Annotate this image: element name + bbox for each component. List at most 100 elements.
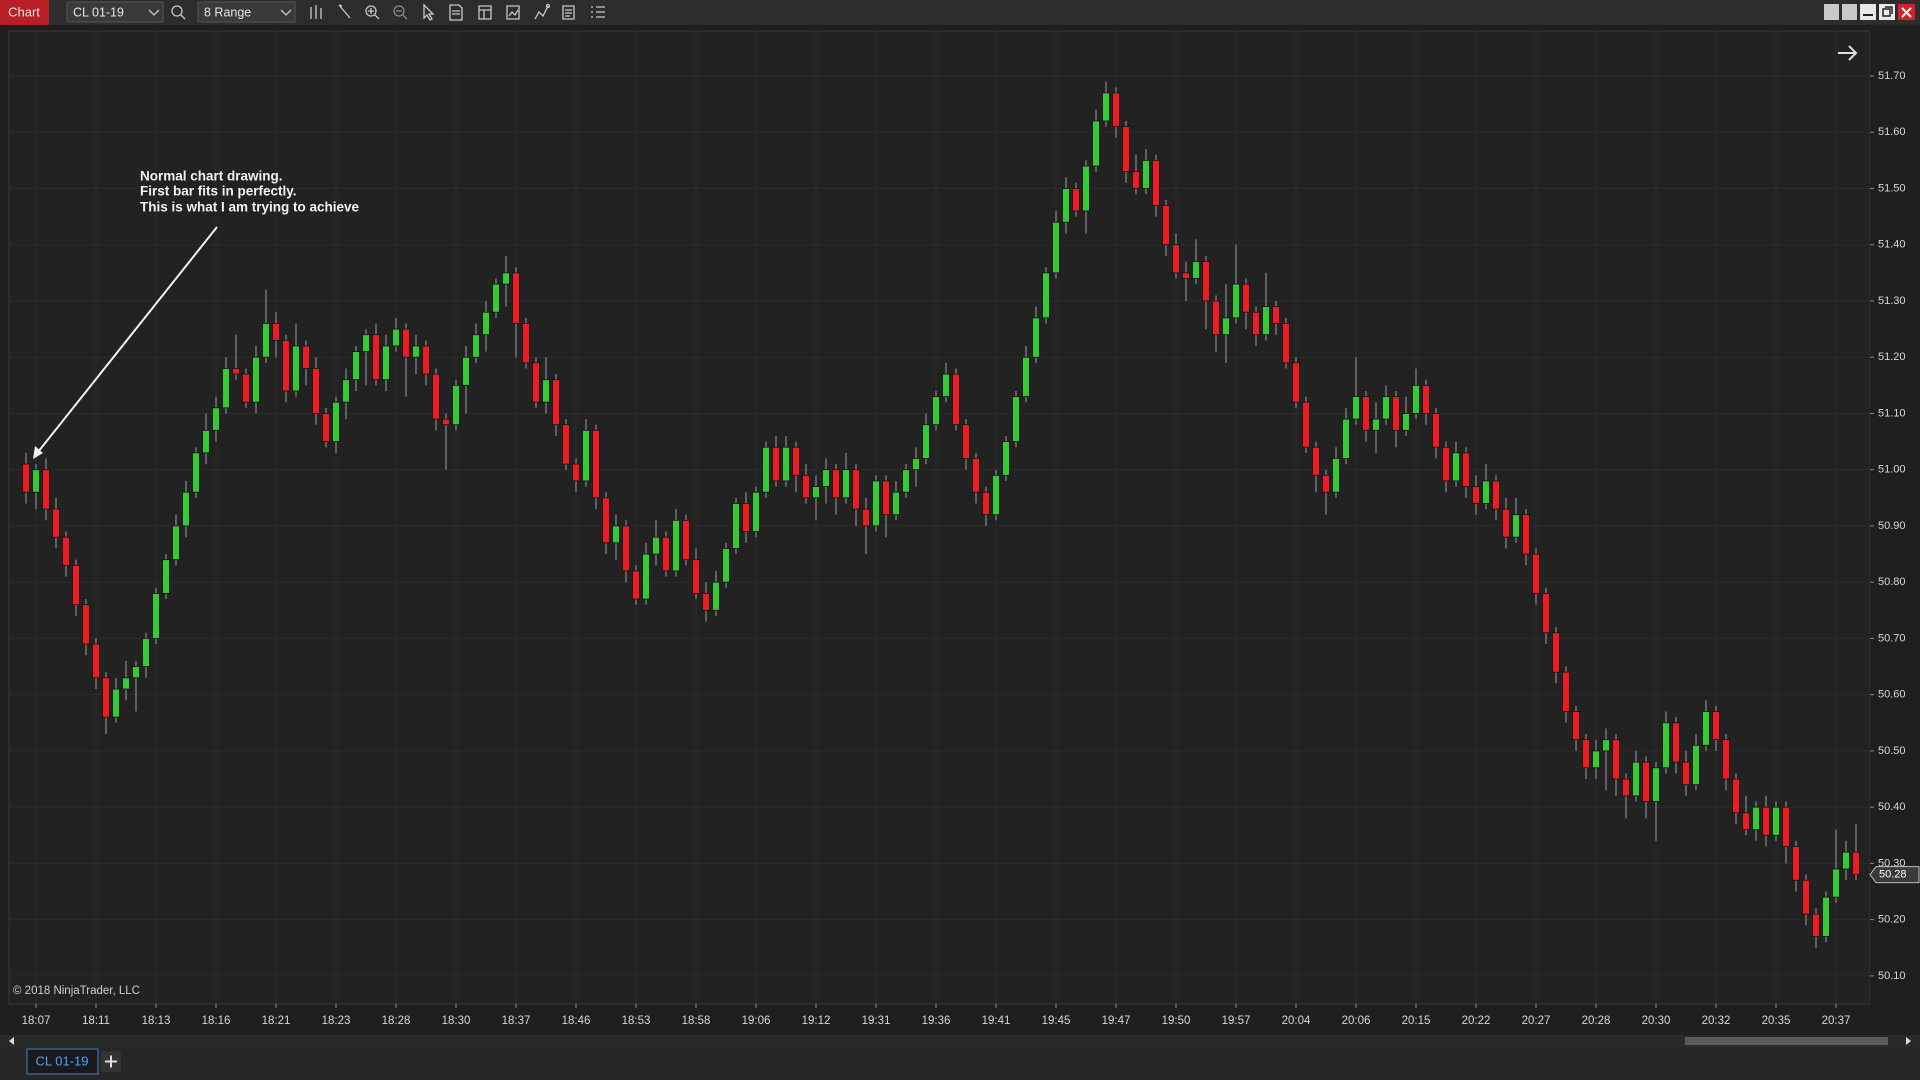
candle-body <box>1622 778 1630 797</box>
candle-body <box>1832 868 1840 898</box>
pointer-button[interactable] <box>423 3 435 21</box>
candle-body <box>302 345 310 369</box>
candle-body <box>182 491 190 527</box>
y-tick-label: 50.10 <box>1878 970 1906 982</box>
scroll-left[interactable] <box>9 1037 14 1045</box>
candle-body <box>402 328 410 358</box>
candle-body <box>1522 514 1530 555</box>
candle-body <box>382 345 390 381</box>
x-tick-label: 18:30 <box>442 1015 471 1027</box>
tab-label[interactable]: CL 01-19 <box>36 1053 89 1068</box>
candle-body <box>82 604 90 645</box>
x-tick-label: 18:07 <box>22 1015 51 1027</box>
candle-body <box>1482 480 1490 504</box>
toolbar <box>0 0 1920 25</box>
x-tick-label: 19:57 <box>1222 1015 1251 1027</box>
candle-body <box>1382 396 1390 420</box>
x-tick-label: 20:27 <box>1522 1015 1551 1027</box>
instrument-selector[interactable] <box>66 1 164 23</box>
candle-body <box>362 334 370 352</box>
search-button[interactable] <box>171 5 186 20</box>
candle-body <box>1472 486 1480 504</box>
zoom-out-button[interactable] <box>393 5 408 20</box>
candle-body <box>582 429 590 482</box>
candle-body <box>1242 283 1250 313</box>
candle-body <box>662 536 670 572</box>
templates-button[interactable] <box>562 5 575 20</box>
candle-body <box>942 373 950 397</box>
tab[interactable] <box>26 1048 99 1075</box>
candle-body <box>682 519 690 561</box>
candle-body <box>1072 188 1080 212</box>
candle-body <box>1572 711 1580 741</box>
candle-body <box>72 564 80 606</box>
candle-body <box>1552 632 1560 673</box>
candle-body <box>622 525 630 572</box>
tile-button[interactable] <box>1824 4 1839 20</box>
x-tick-label: 20:15 <box>1402 1015 1431 1027</box>
dropdown-arrow[interactable] <box>280 9 292 16</box>
candle-body <box>1352 396 1360 420</box>
candle-body <box>482 311 490 336</box>
candle-body <box>1102 92 1110 122</box>
instrument-label[interactable]: CL 01-19 <box>73 5 124 19</box>
tile-button[interactable] <box>1842 4 1857 20</box>
annotation-line: Normal chart drawing. <box>140 169 283 184</box>
candle-body <box>1002 441 1010 476</box>
candle-body <box>1322 474 1330 493</box>
scroll-right[interactable] <box>1906 1037 1911 1045</box>
candle-body <box>222 368 230 409</box>
x-tick-label: 19:47 <box>1102 1015 1131 1027</box>
candle-body <box>1182 272 1190 279</box>
candle-body <box>652 536 660 555</box>
x-tick-label: 18:16 <box>202 1015 231 1027</box>
candle-body <box>1582 739 1590 769</box>
candle-body <box>522 323 530 364</box>
grid: 50.1050.2050.3050.4050.5050.6050.7050.80… <box>9 31 1906 1027</box>
minimize-button[interactable] <box>1860 4 1876 20</box>
scroll-to-end-button[interactable] <box>1838 45 1858 61</box>
x-tick-label: 20:35 <box>1762 1015 1791 1027</box>
candle-body <box>1192 261 1200 279</box>
candle-body <box>952 373 960 426</box>
candles <box>22 81 1860 948</box>
candle-body <box>1042 272 1050 319</box>
y-tick-label: 50.90 <box>1878 520 1906 532</box>
candle-body <box>1712 711 1720 741</box>
properties-button[interactable] <box>478 5 492 20</box>
bars-style-button[interactable] <box>310 5 322 19</box>
indicators-button[interactable] <box>534 3 551 20</box>
candle-body <box>92 643 100 679</box>
y-tick-label: 51.00 <box>1878 464 1906 476</box>
candle-body <box>472 334 480 358</box>
candle-body <box>1332 458 1340 493</box>
bar-type-label[interactable]: 8 Range <box>204 5 251 19</box>
scrollbar-track[interactable] <box>0 1035 1920 1047</box>
data-box-button[interactable] <box>449 4 463 21</box>
candle-body <box>202 429 210 454</box>
candle-body <box>1212 300 1220 336</box>
candle-body <box>1742 812 1750 831</box>
candle-body <box>1782 806 1790 847</box>
bar-type-selector[interactable] <box>197 1 296 23</box>
candle-body <box>672 519 680 572</box>
candle-body <box>832 469 840 499</box>
candle-body <box>1502 508 1510 538</box>
menu-list-button[interactable] <box>591 6 605 18</box>
drawing-tool-button[interactable] <box>338 4 351 19</box>
candle-body <box>282 339 290 392</box>
x-tick-label: 18:46 <box>562 1015 591 1027</box>
candle-body <box>42 469 50 510</box>
dropdown-arrow[interactable] <box>148 9 160 16</box>
candle-body <box>1652 767 1660 802</box>
x-tick-label: 19:06 <box>742 1015 771 1027</box>
scrollbar-thumb[interactable] <box>1685 1037 1888 1045</box>
annotation: Normal chart drawing. First bar fits in … <box>33 169 360 459</box>
zoom-in-button[interactable] <box>365 5 380 20</box>
candle-body <box>1682 761 1690 786</box>
candle-body <box>912 458 920 471</box>
candle-body <box>932 396 940 426</box>
strategies-button[interactable] <box>506 5 520 20</box>
x-tick-label: 19:36 <box>922 1015 951 1027</box>
